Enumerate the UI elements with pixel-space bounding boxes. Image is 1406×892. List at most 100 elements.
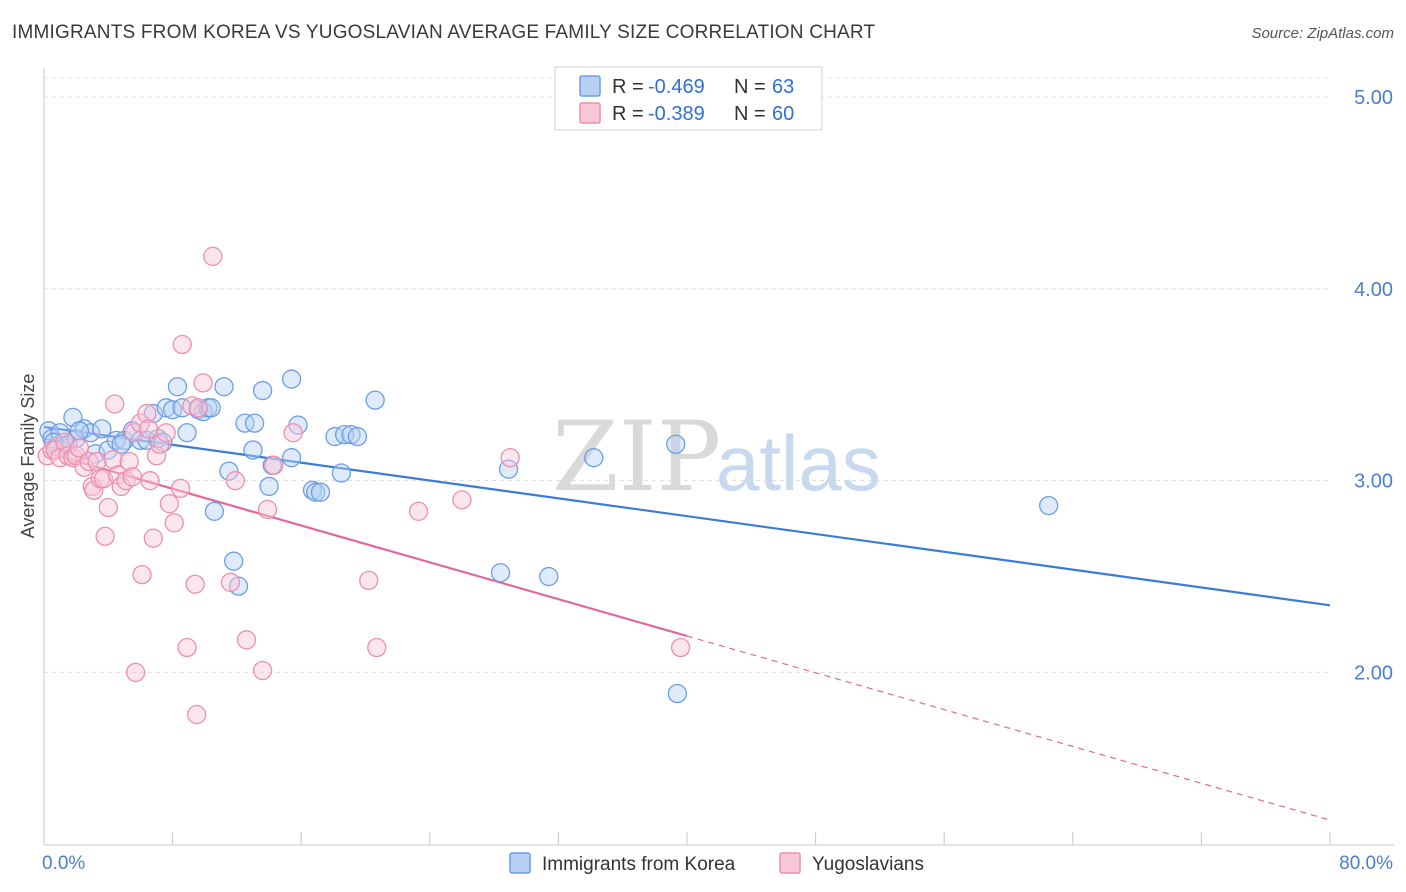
yugoslavians-point <box>95 526 115 546</box>
legend-r-value-yugoslavians: -0.389 <box>648 103 705 125</box>
yugoslavians-point <box>170 478 191 498</box>
korea-point <box>204 501 225 522</box>
yugoslavians-point <box>408 501 429 522</box>
series-yugoslavians-points <box>37 246 691 725</box>
yugoslavians-point <box>159 494 180 514</box>
legend-n-value-korea: 63 <box>772 76 794 98</box>
yugoslavians-point <box>359 570 379 591</box>
korea-point <box>244 413 265 433</box>
grid: 2.00 3.00 4.00 5.00 <box>44 77 1393 684</box>
bottom-legend-label-korea: Immigrants from Korea <box>542 854 736 875</box>
yugoslavians-point <box>452 490 472 510</box>
series-korea-points <box>39 369 1059 704</box>
korea-point <box>667 683 688 704</box>
yugoslavians-point <box>187 704 207 725</box>
korea-point <box>1039 495 1059 516</box>
yugoslavians-point <box>225 471 245 491</box>
yugoslavians-point <box>670 637 691 658</box>
korea-point <box>111 434 131 454</box>
yugoslavians-point <box>105 394 125 414</box>
korea-point <box>666 434 686 454</box>
yugoslavians-point <box>164 513 184 533</box>
axes: 0.0% 80.0% <box>42 68 1394 874</box>
korea-point <box>259 476 279 497</box>
yugoslavians-point <box>185 574 205 594</box>
legend-r-label-yugoslavians: R = <box>612 103 644 125</box>
legend-swatch-yugoslavians <box>579 102 601 124</box>
korea-point <box>224 551 244 571</box>
korea-point <box>281 369 302 389</box>
korea-point <box>347 426 368 447</box>
korea-point <box>214 377 234 397</box>
y-tick-label: 3.00 <box>1354 471 1393 493</box>
yugoslavians-point <box>140 471 160 491</box>
trend-line-yugoslavians <box>43 450 688 638</box>
yugoslavians-point <box>119 451 139 472</box>
yugoslavians-point <box>500 448 520 468</box>
bottom-legend-swatch-korea <box>509 852 531 874</box>
y-tick-label: 4.00 <box>1354 279 1393 301</box>
yugoslavians-point <box>193 373 213 393</box>
yugoslavians-point <box>103 449 123 470</box>
korea-point <box>172 398 192 418</box>
korea-point <box>177 423 197 443</box>
y-axis-label: Average Family Size <box>18 374 38 539</box>
trend-line-yugoslavians-extension <box>686 635 1331 821</box>
yugoslavians-point <box>150 434 170 454</box>
korea-point <box>219 461 239 481</box>
korea-point <box>584 448 604 468</box>
korea-point <box>365 390 385 410</box>
y-tick-label: 5.00 <box>1354 87 1393 109</box>
x-tick-label-start: 0.0% <box>42 853 85 874</box>
legend-n-value-yugoslavians: 60 <box>772 103 794 125</box>
chart-source: Source: ZipAtlas.com <box>1251 25 1394 42</box>
watermark-atlas: atlas <box>716 419 881 507</box>
yugoslavians-point <box>367 637 387 658</box>
yugoslavians-point <box>122 467 143 487</box>
yugoslavians-point <box>98 497 118 518</box>
yugoslavians-point <box>177 637 197 658</box>
yugoslavians-point <box>138 419 159 439</box>
legend-n-label-yugoslavians: N = <box>734 103 766 125</box>
korea-point <box>162 400 183 420</box>
yugoslavians-point <box>146 446 167 466</box>
bottom-legend: Immigrants from Korea Yugoslavians <box>509 852 924 875</box>
yugoslavians-point <box>252 660 273 681</box>
yugoslavians-point <box>132 564 152 585</box>
yugoslavians-point <box>156 423 176 443</box>
korea-point <box>310 482 331 502</box>
korea-point <box>167 377 188 397</box>
korea-point <box>306 482 326 502</box>
korea-point <box>92 419 112 439</box>
korea-point <box>302 480 323 500</box>
yugoslavians-point <box>236 630 257 650</box>
yugoslavians-point <box>143 528 163 548</box>
yugoslavians-point <box>125 662 146 683</box>
korea-point <box>331 463 352 483</box>
legend-swatch-korea <box>579 75 601 97</box>
korea-point <box>243 440 263 460</box>
korea-point <box>281 448 302 468</box>
yugoslavians-point <box>87 451 107 472</box>
legend-r-value-korea: -0.469 <box>648 76 705 98</box>
legend-r-label-korea: R = <box>612 76 644 98</box>
legend: R = -0.469 N = 63 R = -0.389 N = 60 <box>554 66 823 131</box>
korea-point <box>69 421 90 441</box>
yugoslavians-point <box>203 246 223 266</box>
legend-n-label-korea: N = <box>734 76 766 98</box>
yugoslavians-point <box>93 469 114 489</box>
korea-point <box>252 380 273 401</box>
yugoslavians-point <box>220 572 241 592</box>
yugoslavians-point <box>137 403 157 424</box>
yugoslavians-point <box>172 334 192 355</box>
yugoslavians-point <box>79 451 99 472</box>
yugoslavians-point <box>283 423 303 443</box>
korea-point <box>325 426 345 447</box>
korea-point <box>539 566 559 587</box>
bottom-legend-label-yugoslavians: Yugoslavians <box>812 854 924 875</box>
yugoslavians-point <box>257 499 278 520</box>
x-tick-label-end: 80.0% <box>1339 853 1393 874</box>
watermark: ZIP atlas <box>552 401 881 513</box>
yugoslavians-point <box>188 398 208 418</box>
